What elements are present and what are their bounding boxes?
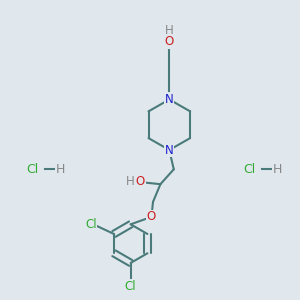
Text: O: O	[165, 35, 174, 48]
Text: N: N	[165, 143, 174, 157]
Text: H: H	[126, 175, 134, 188]
Text: Cl: Cl	[85, 218, 97, 231]
Text: O: O	[136, 175, 145, 188]
Text: N: N	[165, 93, 174, 106]
Text: Cl: Cl	[26, 163, 39, 176]
Text: H: H	[165, 24, 174, 37]
Text: Cl: Cl	[243, 163, 256, 176]
Text: O: O	[147, 210, 156, 224]
Text: Cl: Cl	[125, 280, 136, 292]
Text: H: H	[56, 163, 65, 176]
Text: H: H	[272, 163, 282, 176]
